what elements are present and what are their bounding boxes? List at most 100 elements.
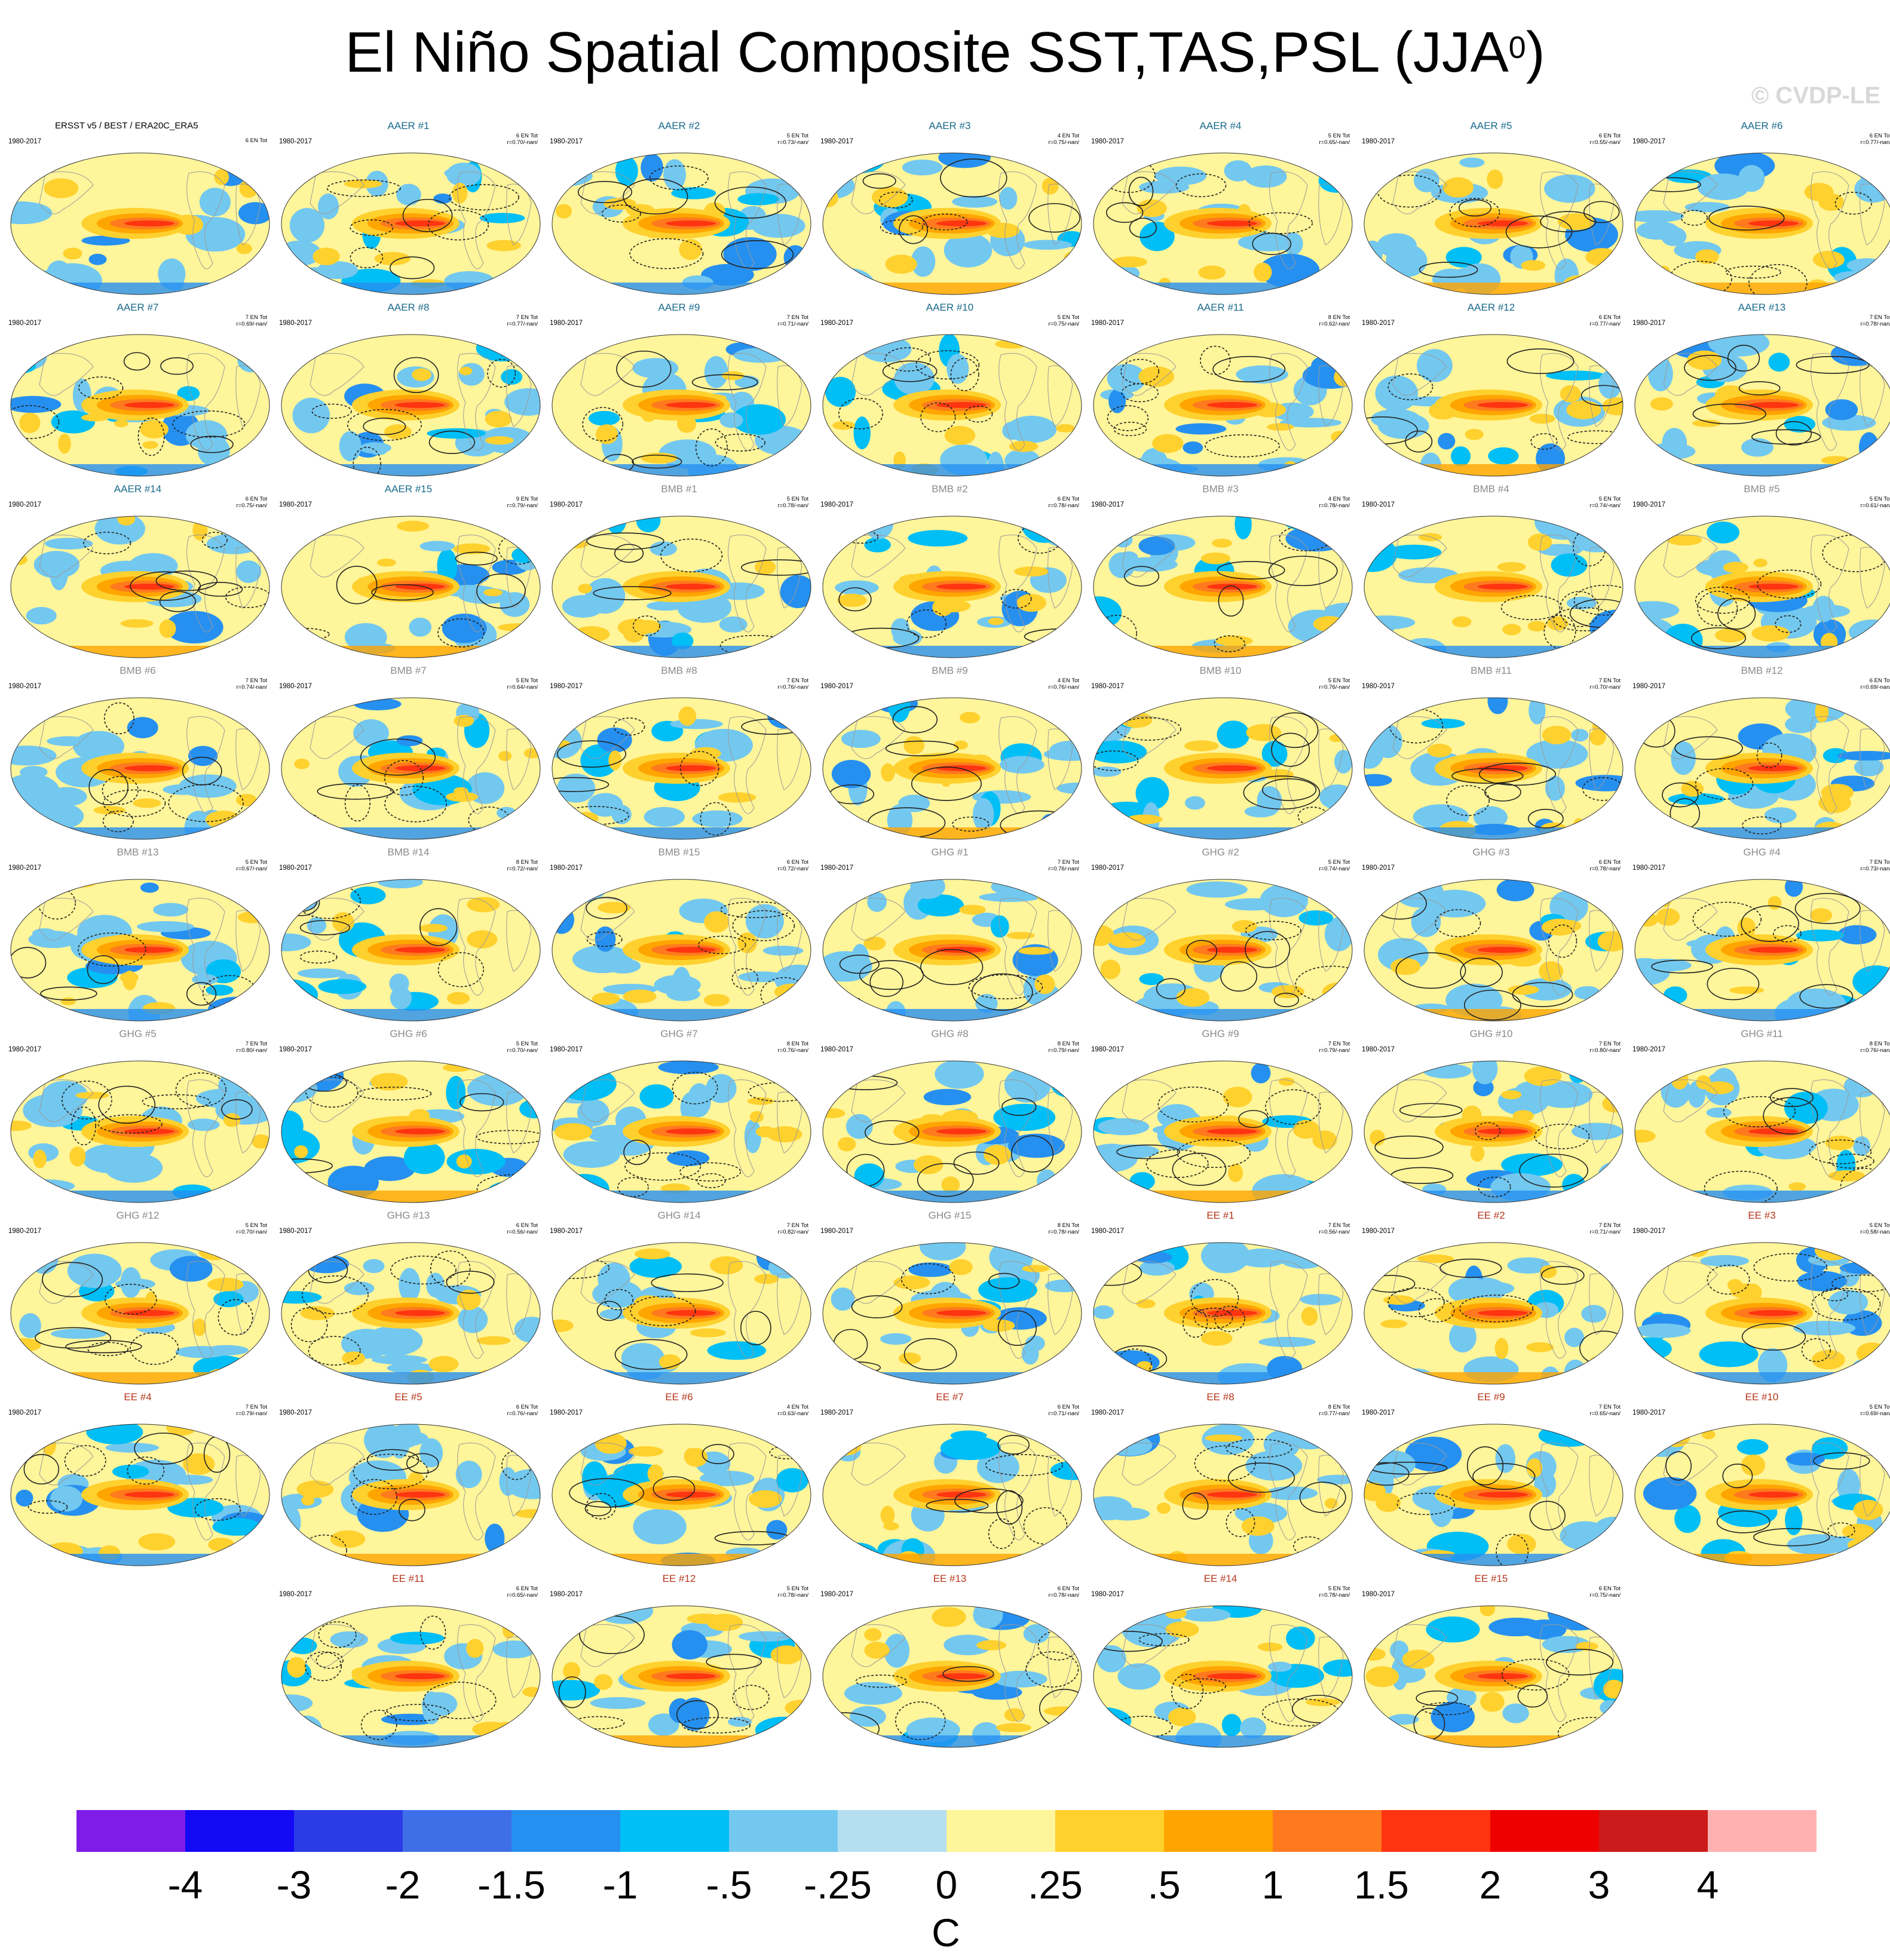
map-border <box>822 1605 1082 1748</box>
warm-anomaly <box>871 186 908 208</box>
psl-contour-positive <box>366 1449 419 1471</box>
cool-anomaly <box>1004 1067 1052 1103</box>
warm-anomaly <box>1607 1535 1623 1552</box>
psl-contour-negative <box>1116 717 1181 741</box>
enso-tongue <box>936 1673 987 1679</box>
coastline <box>998 898 1037 996</box>
southern-ocean-anomaly <box>1681 1191 1847 1203</box>
coastline <box>39 1079 94 1122</box>
psl-contour-negative <box>601 204 641 223</box>
psl-contour-positive <box>198 582 243 597</box>
cool-anomaly <box>1635 1337 1672 1361</box>
panel-correlation: r=0.63/-nan/ <box>777 1410 809 1417</box>
psl-contour-positive <box>1458 199 1492 217</box>
warm-anomaly <box>1263 769 1294 780</box>
psl-contour-negative <box>353 1453 429 1490</box>
map-border <box>822 152 1082 295</box>
cool-anomaly <box>1785 1505 1803 1535</box>
psl-contour-positive <box>586 897 627 919</box>
psl-contour-positive <box>1674 736 1743 760</box>
warm-anomaly <box>93 806 125 815</box>
map-panel: GHG #4 1980-2017 7 EN Tot r=0.73/-nan/ <box>1629 846 1890 1022</box>
psl-contour-positive <box>363 418 406 435</box>
warm-anomaly <box>239 179 258 198</box>
map-border <box>822 334 1082 477</box>
psl-contour-negative <box>1828 1154 1874 1169</box>
cool-anomaly <box>399 1268 421 1302</box>
warm-anomaly <box>1212 538 1232 548</box>
panel-title: BMB #15 <box>658 846 700 858</box>
warm-anomaly <box>1557 213 1594 231</box>
warm-anomaly <box>1502 624 1521 636</box>
coastline <box>728 353 767 451</box>
panel-title: AAER #11 <box>1197 302 1244 313</box>
map-panel: AAER #1 1980-2017 6 EN Tot r=0.70/-nan/ <box>275 119 541 296</box>
psl-contour-negative <box>1742 816 1782 835</box>
map-border <box>1634 1060 1890 1203</box>
enso-tongue <box>395 1128 445 1134</box>
panel-correlation: r=0.78/-nan/ <box>1589 866 1621 872</box>
warm-anomaly <box>678 706 697 726</box>
panel-correlation: r=0.56/-nan/ <box>1319 1229 1350 1235</box>
psl-contour-negative <box>1113 1716 1173 1738</box>
psl-contour-negative <box>78 376 124 400</box>
enso-tongue <box>1478 220 1528 226</box>
psl-contour-positive <box>1741 1323 1806 1351</box>
map-panel: BMB #7 1980-2017 5 EN Tot r=0.64/-nan/ <box>275 664 541 841</box>
cool-anomaly <box>1375 375 1419 412</box>
warm-anomaly <box>1283 461 1298 475</box>
cool-anomaly <box>1386 544 1442 560</box>
psl-contour-positive <box>1722 1463 1753 1489</box>
coastline <box>1540 353 1579 451</box>
psl-contour-positive <box>1580 385 1623 407</box>
warm-anomaly <box>592 992 620 1005</box>
cool-anomaly <box>780 575 811 608</box>
panel-event-count: 5 EN Tot <box>1328 133 1350 139</box>
cool-anomaly <box>1138 180 1190 194</box>
enso-tongue <box>124 1128 174 1134</box>
warm-anomaly <box>208 1538 235 1552</box>
cool-anomaly <box>580 744 618 777</box>
colorbar-swatch <box>1055 1810 1165 1852</box>
cool-anomaly <box>206 984 234 996</box>
panel-correlation: r=0.73/-nan/ <box>1860 866 1890 872</box>
panel-title: AAER #1 <box>387 120 430 131</box>
enso-tongue <box>395 1673 445 1679</box>
panel-correlation: r=0.71/-nan/ <box>1589 1229 1621 1235</box>
cool-anomaly <box>1139 221 1175 251</box>
warm-anomaly <box>984 1145 1011 1165</box>
coastline <box>1811 716 1849 814</box>
map-panel: BMB #5 1980-2017 5 EN Tot r=0.61/-nan/ <box>1629 483 1890 659</box>
warm-anomaly <box>467 897 500 913</box>
southern-ocean-anomaly <box>1681 1372 1847 1384</box>
psl-contour-positive <box>714 186 787 219</box>
coastline <box>728 1261 767 1359</box>
warm-anomaly <box>1331 431 1348 443</box>
warm-anomaly <box>893 1275 930 1290</box>
cool-anomaly <box>648 1713 679 1736</box>
cool-anomaly <box>581 1461 607 1496</box>
warm-anomaly <box>1671 1068 1689 1090</box>
map-panel: BMB #8 1980-2017 7 EN Tot r=0.76/-nan/ <box>546 664 812 841</box>
cool-anomaly <box>519 1099 540 1119</box>
cool-anomaly <box>1221 1713 1242 1737</box>
psl-contour-positive <box>623 1139 651 1165</box>
psl-contour-positive <box>1635 1545 1683 1563</box>
psl-contour-negative <box>127 1456 165 1485</box>
coastline <box>1811 898 1849 996</box>
psl-contour-positive <box>676 1700 719 1729</box>
cool-anomaly <box>1645 443 1696 460</box>
colorbar-tick-label: .25 <box>1028 1863 1083 1907</box>
cool-anomaly <box>164 611 223 644</box>
map-border <box>281 697 541 840</box>
map-svg <box>281 334 541 477</box>
map-svg <box>1364 1605 1623 1748</box>
map-border <box>281 152 541 295</box>
psl-contour-positive <box>1529 1501 1566 1530</box>
map-border <box>1093 1060 1353 1203</box>
cool-anomaly <box>455 1461 482 1489</box>
warm-anomaly <box>1034 884 1059 902</box>
panel-period: 1980-2017 <box>550 1591 583 1598</box>
colorbar-tick-label: -.25 <box>804 1863 872 1907</box>
enso-tongue <box>395 402 445 408</box>
